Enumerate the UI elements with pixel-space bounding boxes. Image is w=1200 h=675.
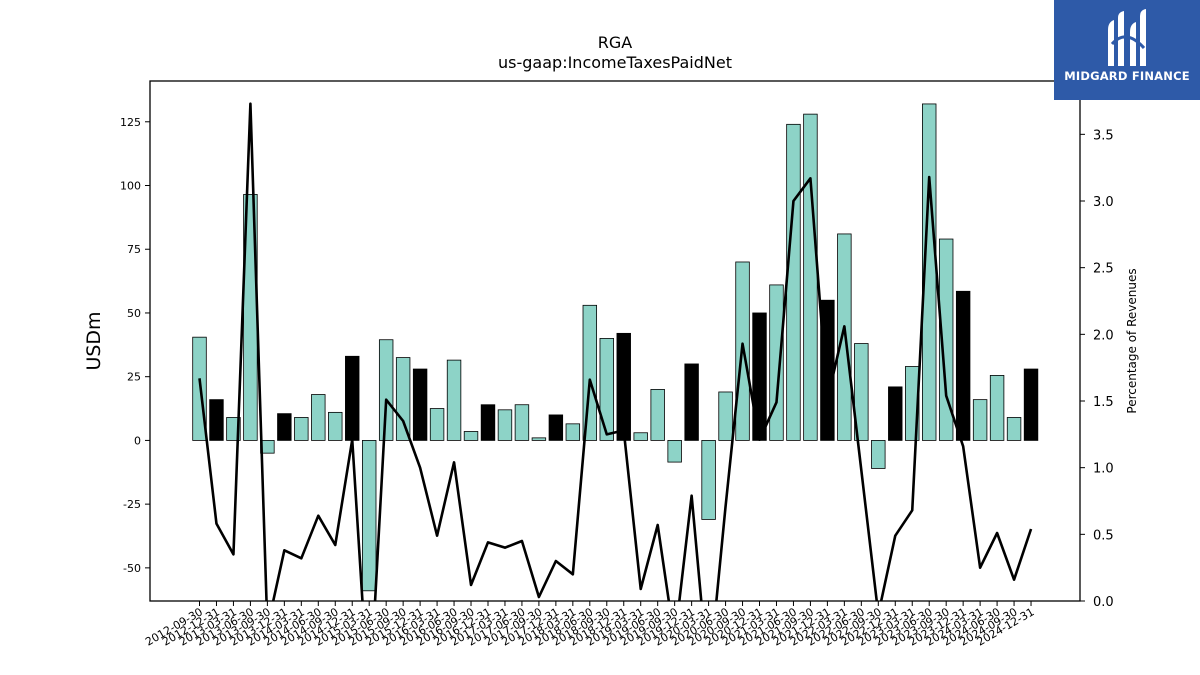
y-tick-label: 0 [134, 434, 141, 447]
bar-2015-06-30 [378, 339, 394, 441]
bar-2020-06-30 [718, 391, 733, 441]
y-tick-label: 125 [120, 116, 141, 129]
y2-tick-label: 1.0 [1093, 462, 1114, 477]
bar-2017-03-31 [497, 409, 513, 441]
bar-series [192, 103, 1039, 592]
bar-2015-03-31 [361, 440, 377, 592]
y2-tick-label: 3.0 [1093, 195, 1114, 210]
y2-tick-label: 0.5 [1093, 528, 1114, 543]
plot-frame [149, 80, 1081, 602]
bar-2014-12-31 [345, 355, 360, 441]
y2-tick-label: 0.0 [1093, 595, 1114, 610]
bar-2020-12-31 [752, 312, 767, 441]
y-tick-label: -50 [123, 562, 141, 575]
bar-2023-12-31 [955, 290, 971, 441]
bar-2016-12-31 [480, 404, 496, 441]
y2-tick-label: 3.5 [1093, 128, 1114, 143]
bar-2020-03-31 [701, 440, 716, 520]
bar-2012-12-31 [209, 399, 224, 441]
bar-2019-12-31 [684, 363, 699, 441]
bar-2014-06-30 [311, 394, 326, 441]
bar-2015-12-31 [412, 368, 428, 441]
bar-2024-12-31 [1023, 368, 1039, 441]
bar-2024-09-30 [1006, 417, 1022, 441]
bar-2019-06-30 [650, 389, 665, 441]
income-taxes-pct-line [198, 102, 1033, 601]
x-axis: 2012-09-302012-12-312013-03-312013-06-30… [143, 601, 1037, 649]
y2-tick-label: 2.0 [1093, 328, 1114, 343]
midgard-finance-logo: MIDGARD FINANCE [1054, 0, 1200, 100]
bar-2018-09-30 [599, 338, 614, 441]
bar-2015-09-30 [395, 357, 411, 441]
bar-2019-09-30 [667, 440, 682, 463]
bar-2014-09-30 [328, 411, 343, 441]
bar-2019-03-31 [633, 432, 648, 441]
bar-2024-06-30 [989, 375, 1005, 441]
chart-title: RGA [598, 33, 633, 52]
y2-tick-label: 1.5 [1093, 395, 1114, 410]
bar-2017-09-30 [531, 437, 547, 441]
bar-2017-06-30 [514, 404, 530, 441]
bar-2016-09-30 [463, 431, 479, 441]
bar-2022-09-30 [871, 440, 886, 469]
bar-2024-03-31 [972, 399, 988, 441]
bar-2013-12-31 [277, 413, 292, 441]
bar-2014-03-31 [294, 417, 309, 441]
logo-mark-icon [1108, 9, 1146, 66]
y2-axis-label: Percentage of Revenues [1125, 268, 1139, 413]
bar-2016-03-31 [429, 408, 445, 441]
y-tick-label: 25 [127, 371, 141, 384]
y2-tick-label: 2.5 [1093, 262, 1114, 277]
y-tick-label: -25 [123, 498, 141, 511]
right-axis: 0.0 0.5 1.0 1.5 2.0 2.5 3.0 3.5 [1080, 128, 1114, 610]
y-tick-label: 75 [127, 243, 141, 256]
bar-2023-09-30 [938, 238, 954, 441]
bar-2018-03-31 [565, 423, 581, 441]
bar-2021-06-30 [786, 123, 801, 441]
line-series [198, 102, 1033, 601]
y-tick-label: 100 [120, 180, 141, 193]
chart-subtitle: us-gaap:IncomeTaxesPaidNet [498, 53, 732, 72]
bar-2017-12-31 [548, 414, 564, 441]
y-axis-label: USDm [83, 311, 105, 370]
bar-2022-12-31 [888, 386, 903, 441]
bar-2021-09-30 [803, 113, 818, 441]
bar-2018-12-31 [616, 332, 631, 441]
left-axis: -50 -25 0 25 50 75 100 125 [120, 116, 150, 575]
bar-2021-03-31 [769, 284, 784, 441]
bar-2016-06-30 [446, 359, 462, 441]
y-tick-label: 50 [127, 307, 141, 320]
logo-text: MIDGARD FINANCE [1064, 69, 1190, 83]
bar-2022-06-30 [854, 343, 869, 441]
